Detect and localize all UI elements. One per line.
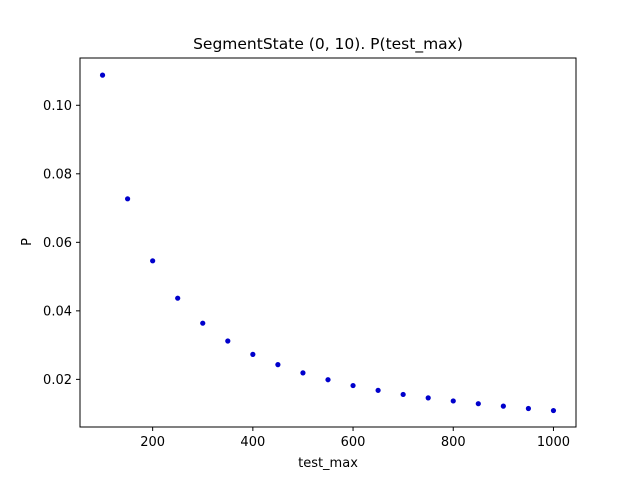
data-point	[225, 338, 231, 344]
data-point	[99, 72, 106, 78]
data-point	[425, 395, 431, 401]
data-point	[400, 391, 406, 398]
data-point	[250, 351, 256, 357]
y-tick-label: 0.04	[43, 304, 72, 319]
y-tick-label: 0.08	[43, 167, 72, 182]
x-tick-label: 1000	[537, 435, 570, 450]
data-point	[325, 377, 331, 383]
x-tick-label: 200	[140, 435, 165, 450]
plot-area	[79, 57, 577, 428]
data-point	[200, 320, 206, 326]
data-point	[350, 382, 356, 389]
chart-title: SegmentState (0, 10). P(test_max)	[193, 35, 463, 54]
x-tick-label: 400	[240, 435, 265, 450]
data-point	[550, 407, 557, 414]
data-point	[124, 196, 131, 202]
data-point	[500, 403, 506, 409]
data-points	[99, 72, 557, 414]
data-point	[450, 398, 456, 404]
data-point	[475, 401, 481, 407]
x-tick-label: 800	[441, 435, 466, 450]
x-axis: 200 400 600 800 1000	[140, 427, 570, 450]
y-tick-label: 0.02	[43, 373, 72, 388]
x-tick-label: 600	[341, 435, 366, 450]
y-axis-label: P	[20, 238, 35, 246]
x-axis-label: test_max	[298, 456, 358, 471]
y-tick-label: 0.10	[43, 99, 72, 114]
y-tick-label: 0.06	[43, 236, 72, 251]
data-point	[275, 362, 281, 368]
data-point	[150, 258, 156, 264]
data-point	[175, 295, 181, 301]
y-axis: 0.02 0.04 0.06 0.08 0.10	[43, 99, 80, 388]
data-point	[300, 370, 306, 376]
data-point	[375, 387, 381, 393]
data-point	[525, 405, 532, 412]
